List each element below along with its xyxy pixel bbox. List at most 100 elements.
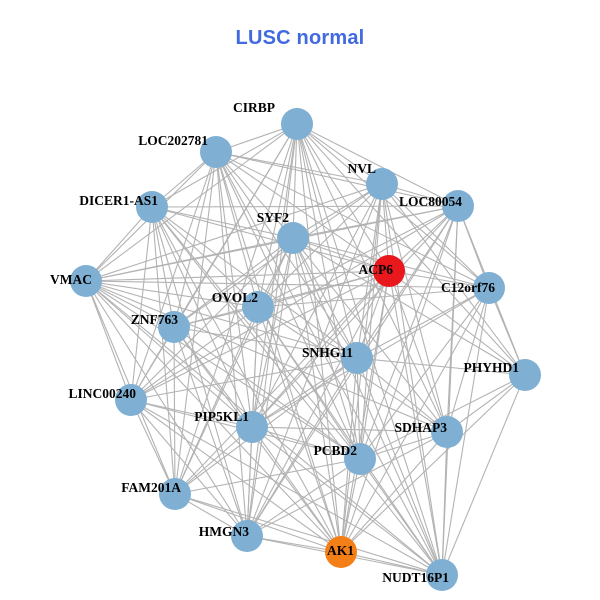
graph-edge [340,431,448,553]
graph-edge [292,237,390,272]
graph-edge [151,206,294,239]
graph-edge [130,399,176,495]
graph-node-cirbp[interactable]: CIRBP [233,100,313,140]
graph-edge [173,270,390,328]
graph-edge [246,357,358,537]
node-label: SNHG11 [302,345,353,360]
graph-edge [340,551,443,576]
node-label: LOC80054 [399,194,462,209]
graph-edge [130,399,443,576]
graph-edge [174,493,342,553]
node-circle[interactable] [158,311,190,343]
node-label: FAM201A [121,480,181,495]
node-circle[interactable] [236,411,268,443]
graph-edge [292,183,383,239]
node-circle[interactable] [366,168,398,200]
graph-node-pip5kl1[interactable]: PIP5KL1 [194,409,268,443]
graph-edge [296,123,390,272]
graph-edge [446,287,490,433]
node-label: PHYHD1 [464,360,520,375]
graph-edge [257,306,342,553]
graph-edge [85,280,259,308]
graph-edge [292,123,298,239]
node-label: HMGN3 [199,524,249,539]
graph-node-pcbd2[interactable]: PCBD2 [314,443,377,475]
graph-edge [151,206,443,576]
node-circle[interactable] [281,108,313,140]
graph-node-hmgn3[interactable]: HMGN3 [199,520,263,552]
node-label: LOC202781 [138,133,208,148]
node-circle[interactable] [325,536,357,568]
graph-node-znf763[interactable]: ZNF763 [131,311,190,343]
graph-edge [85,270,390,282]
graph-node-fam201a[interactable]: FAM201A [121,478,191,510]
node-label: NVL [347,161,376,176]
node-circle[interactable] [373,255,405,287]
graph-edge [340,270,390,553]
node-label: LINC00240 [68,386,136,401]
node-label: ACP6 [359,262,394,277]
node-label: DICER1-AS1 [79,193,158,208]
node-layer: CIRBP LOC202781 NVL DICER1-AS1 LOC80054 SYF2 A… [50,100,541,591]
graph-node-phyhd1[interactable]: PHYHD1 [464,359,542,391]
node-circle[interactable] [344,443,376,475]
graph-edge [151,206,342,553]
graph-edge [130,399,248,537]
graph-node-sdhap3[interactable]: SDHAP3 [394,416,463,448]
graph-node-dicer1-as1[interactable]: DICER1-AS1 [79,191,168,223]
graph-node-linc00240[interactable]: LINC00240 [68,384,147,416]
graph-edge [174,237,294,495]
graph-node-ovol2[interactable]: OVOL2 [212,290,274,323]
graph-node-nudt16p1[interactable]: NUDT16P1 [382,559,458,591]
graph-edge [85,280,358,359]
graph-edge [130,399,342,553]
node-circle[interactable] [115,384,147,416]
graph-node-snhg11[interactable]: SNHG11 [302,342,373,374]
graph-edge [151,205,459,208]
graph-node-acp6[interactable]: ACP6 [359,255,406,287]
node-circle[interactable] [231,520,263,552]
graph-edge [292,237,358,359]
graph-edge [246,426,253,537]
graph-edge [85,280,361,460]
graph-node-c12orf76[interactable]: C12orf76 [441,272,505,304]
graph-edge [251,237,294,428]
graph-edge [174,306,259,495]
graph-edge [85,280,448,433]
graph-node-loc202781[interactable]: LOC202781 [138,133,232,168]
graph-edge [85,280,490,289]
node-circle[interactable] [509,359,541,391]
graph-edge [257,123,298,308]
graph-node-vmac[interactable]: VMAC [50,265,102,297]
graph-edge [151,206,358,359]
node-label: VMAC [50,272,92,287]
graph-edge [130,205,459,401]
node-circle[interactable] [277,222,309,254]
node-circle[interactable] [341,342,373,374]
graph-edge [174,493,443,576]
node-circle[interactable] [70,265,102,297]
node-circle[interactable] [136,191,168,223]
node-circle[interactable] [242,291,274,323]
node-circle[interactable] [159,478,191,510]
graph-edge [292,237,526,376]
graph-edge [257,183,383,308]
graph-node-loc80054[interactable]: LOC80054 [399,190,474,222]
node-circle[interactable] [426,559,458,591]
graph-edge [251,426,443,576]
graph-node-ak1[interactable]: AK1 [325,536,357,568]
graph-edge [85,123,298,282]
node-circle[interactable] [442,190,474,222]
graph-edge [215,151,459,207]
node-circle[interactable] [200,136,232,168]
graph-node-syf2[interactable]: SYF2 [257,210,309,254]
graph-edge [173,326,248,537]
graph-edge [173,151,217,328]
node-circle[interactable] [431,416,463,448]
graph-node-nvl[interactable]: NVL [347,161,398,200]
graph-edge [340,205,459,553]
node-circle[interactable] [473,272,505,304]
graph-edge [441,374,526,576]
graph-edge [356,357,526,376]
graph-edge [174,458,361,495]
